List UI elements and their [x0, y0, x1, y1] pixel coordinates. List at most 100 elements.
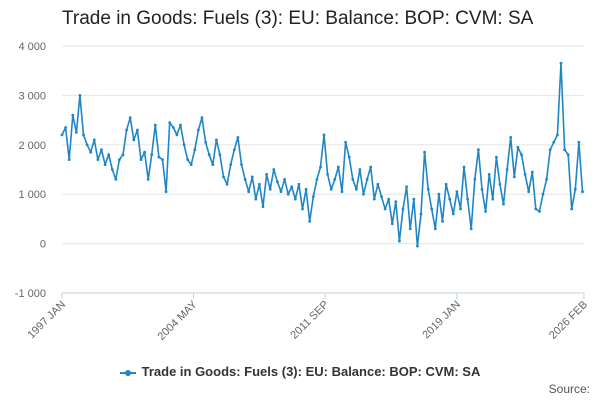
data-point[interactable]	[297, 182, 301, 186]
data-point[interactable]	[351, 178, 355, 181]
data-point[interactable]	[559, 61, 563, 65]
data-point[interactable]	[236, 136, 240, 139]
data-point[interactable]	[512, 175, 516, 179]
data-point[interactable]	[509, 136, 513, 139]
data-point[interactable]	[573, 187, 577, 191]
data-point[interactable]	[538, 210, 541, 213]
data-point[interactable]	[268, 187, 272, 191]
data-point[interactable]	[541, 192, 545, 196]
data-point[interactable]	[491, 197, 495, 201]
data-point[interactable]	[548, 148, 552, 152]
data-point[interactable]	[530, 170, 534, 174]
data-point[interactable]	[344, 140, 347, 144]
data-point[interactable]	[114, 178, 118, 181]
data-point[interactable]	[527, 190, 531, 194]
data-point[interactable]	[466, 197, 469, 201]
data-point[interactable]	[362, 192, 365, 196]
data-point[interactable]	[225, 182, 229, 186]
data-point[interactable]	[175, 133, 179, 137]
data-point[interactable]	[100, 148, 103, 152]
legend[interactable]: Trade in Goods: Fuels (3): EU: Balance: …	[0, 364, 600, 379]
data-point[interactable]	[304, 187, 308, 191]
data-point[interactable]	[103, 163, 107, 167]
data-point[interactable]	[276, 180, 279, 184]
data-point[interactable]	[82, 133, 85, 137]
data-point[interactable]	[211, 163, 215, 167]
data-point[interactable]	[534, 207, 538, 211]
data-point[interactable]	[570, 207, 574, 211]
data-point[interactable]	[283, 178, 286, 181]
data-point[interactable]	[286, 192, 290, 196]
data-point[interactable]	[376, 182, 380, 186]
data-point[interactable]	[308, 220, 312, 223]
data-point[interactable]	[290, 185, 294, 189]
data-point[interactable]	[437, 192, 441, 196]
data-point[interactable]	[247, 190, 251, 194]
data-point[interactable]	[96, 158, 100, 162]
data-point[interactable]	[319, 165, 322, 169]
data-point[interactable]	[311, 195, 315, 199]
data-point[interactable]	[322, 133, 326, 137]
data-point[interactable]	[293, 197, 297, 201]
data-point[interactable]	[182, 143, 186, 147]
data-point[interactable]	[171, 126, 175, 129]
data-point[interactable]	[459, 207, 462, 211]
data-point[interactable]	[516, 145, 520, 149]
data-point[interactable]	[487, 173, 491, 176]
data-point[interactable]	[430, 207, 434, 211]
data-point[interactable]	[484, 210, 487, 213]
data-point[interactable]	[545, 178, 548, 181]
data-point[interactable]	[451, 212, 455, 216]
data-point[interactable]	[153, 123, 157, 127]
data-point[interactable]	[412, 197, 416, 201]
data-point[interactable]	[232, 148, 236, 152]
data-point[interactable]	[401, 207, 405, 211]
data-point[interactable]	[416, 244, 419, 248]
data-point[interactable]	[92, 138, 96, 142]
data-point[interactable]	[462, 165, 466, 169]
data-point[interactable]	[67, 158, 71, 162]
data-point[interactable]	[110, 168, 114, 171]
data-point[interactable]	[498, 182, 502, 186]
data-point[interactable]	[372, 197, 376, 201]
data-point[interactable]	[502, 202, 505, 206]
data-point[interactable]	[107, 153, 111, 157]
data-point[interactable]	[60, 133, 64, 137]
data-point[interactable]	[200, 116, 204, 119]
data-point[interactable]	[387, 197, 391, 201]
data-point[interactable]	[433, 227, 437, 231]
data-point[interactable]	[505, 168, 509, 171]
data-point[interactable]	[139, 158, 143, 162]
data-point[interactable]	[369, 165, 373, 169]
data-point[interactable]	[355, 187, 358, 191]
data-point[interactable]	[495, 155, 498, 159]
data-point[interactable]	[581, 190, 584, 194]
data-point[interactable]	[197, 128, 200, 132]
data-point[interactable]	[75, 131, 78, 134]
data-point[interactable]	[398, 239, 401, 243]
data-point[interactable]	[136, 128, 139, 132]
data-point[interactable]	[383, 207, 387, 211]
data-point[interactable]	[423, 150, 426, 154]
data-point[interactable]	[408, 227, 412, 231]
data-point[interactable]	[78, 94, 82, 97]
data-point[interactable]	[168, 121, 172, 124]
data-point[interactable]	[469, 227, 473, 231]
data-point[interactable]	[347, 155, 351, 159]
data-point[interactable]	[128, 116, 132, 119]
data-point[interactable]	[186, 158, 190, 162]
data-point[interactable]	[333, 178, 337, 181]
data-point[interactable]	[71, 113, 75, 117]
data-point[interactable]	[477, 148, 480, 152]
data-point[interactable]	[218, 153, 222, 157]
data-point[interactable]	[390, 222, 394, 226]
data-point[interactable]	[204, 140, 208, 144]
data-point[interactable]	[258, 182, 261, 186]
data-point[interactable]	[419, 212, 423, 216]
data-point[interactable]	[365, 178, 369, 181]
data-point[interactable]	[265, 173, 268, 176]
data-point[interactable]	[164, 190, 168, 194]
data-point[interactable]	[179, 123, 182, 127]
data-point[interactable]	[243, 178, 247, 181]
data-point[interactable]	[444, 182, 448, 186]
